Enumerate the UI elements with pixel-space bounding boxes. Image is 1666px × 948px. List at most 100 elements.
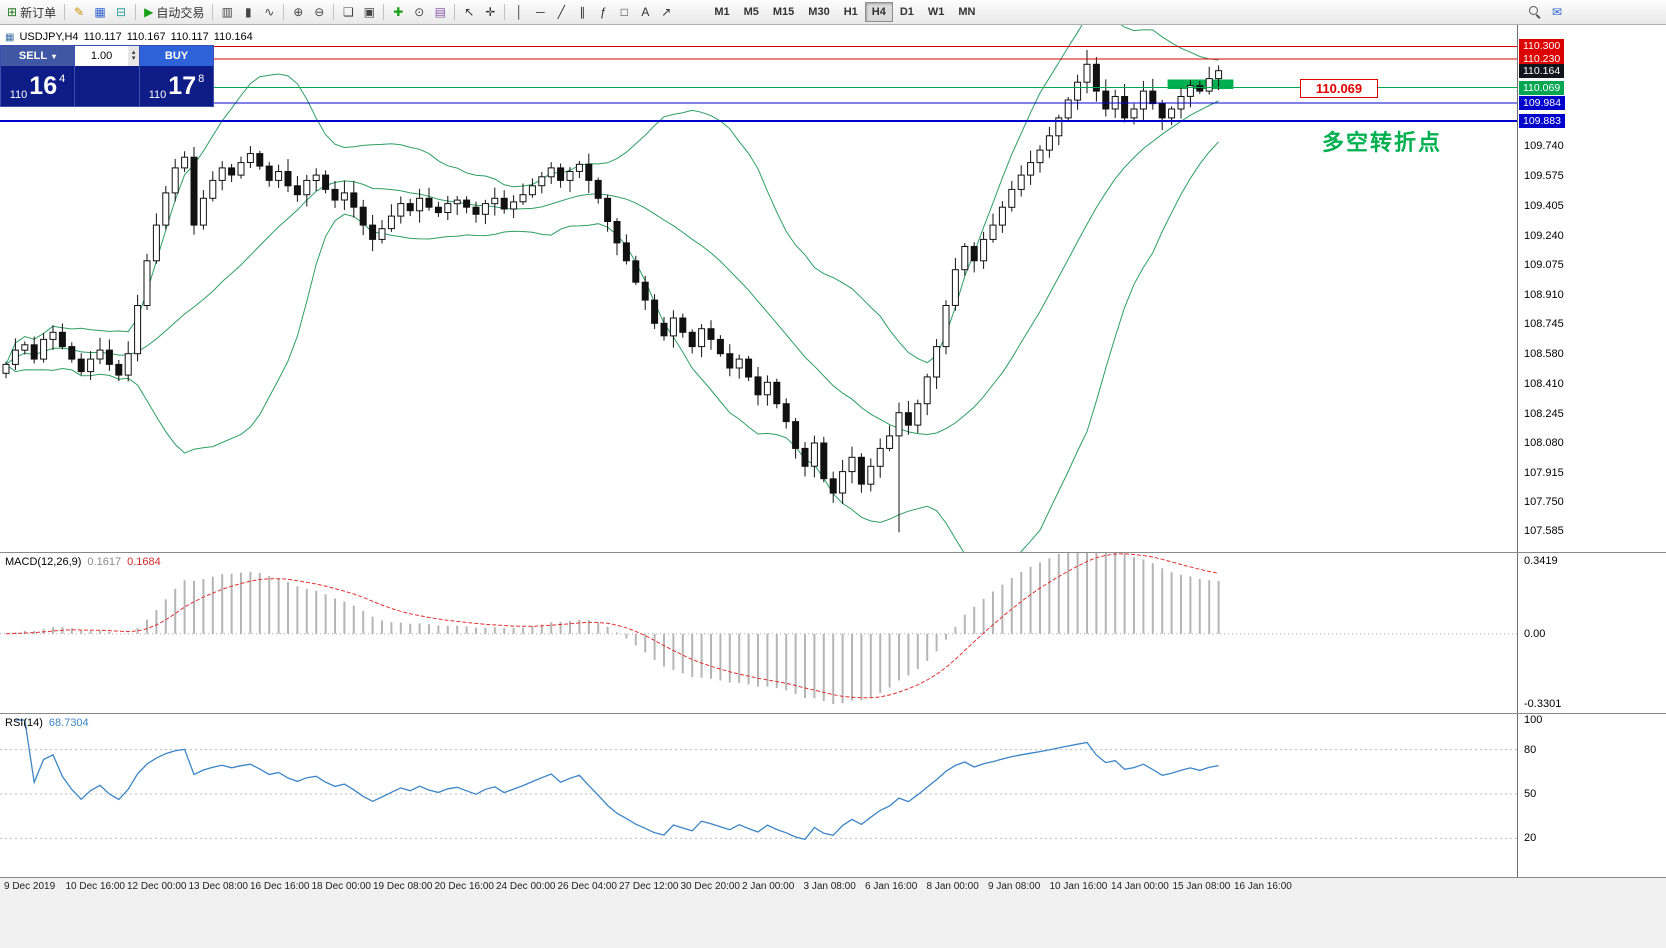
highlight-rectangle[interactable]: [1167, 79, 1234, 90]
main-toolbar: ⊞ 新订单 ✎ ▦ ⊟ ▶ 自动交易 ▥ ▮ ∿ ⊕ ⊖ ❏ ▣ ✚ ⊙ ▤ ↖ ✛ │ ─ ╱ ∥ ƒ □ A ↗ M1 M5 M15 M…: [0, 0, 1666, 25]
rsi-label: RSI(14) 68.7304: [5, 717, 89, 729]
candlestick-chart-icon: ▮: [245, 5, 252, 19]
price-tick-109.575: 109.575: [1524, 169, 1564, 182]
candlestick-chart-button[interactable]: ▮: [238, 2, 258, 22]
chat-icon: ✉: [1551, 5, 1563, 19]
periods-button[interactable]: ⊙: [409, 2, 429, 22]
bollinger-middle-band: [5, 100, 1219, 436]
add-indicator-icon: ✚: [393, 5, 404, 19]
buy-price-prefix: 110: [148, 89, 167, 101]
chat-button[interactable]: ✉: [1547, 2, 1567, 22]
equidistant-channel-button[interactable]: ∥: [572, 2, 592, 22]
trendline-icon: ╱: [557, 5, 565, 19]
timeframe-m30-button[interactable]: M30: [801, 2, 836, 22]
data-window-button[interactable]: ⊟: [111, 2, 131, 22]
sell-button[interactable]: SELL ▾: [1, 46, 74, 66]
timeframe-h1-button[interactable]: H1: [837, 2, 865, 22]
high-value: 110.167: [126, 31, 166, 43]
buy-price[interactable]: 110 17 8: [140, 66, 213, 106]
buy-price-big: 17: [168, 71, 197, 100]
macd-scale-0.00: 0.00: [1524, 627, 1546, 640]
timeframe-m1-button[interactable]: M1: [707, 2, 736, 22]
trade-widget-divider: [75, 66, 139, 106]
time-label-1: 10 Dec 16:00: [65, 881, 126, 892]
price-tick-107.915: 107.915: [1524, 466, 1564, 479]
timeframe-h4-button[interactable]: H4: [864, 2, 893, 22]
timeframe-d1-button[interactable]: D1: [893, 2, 921, 22]
zoom-out-icon: ⊖: [314, 5, 325, 19]
bar-chart-button[interactable]: ▥: [217, 2, 237, 22]
horizontal-line-button[interactable]: ─: [530, 2, 550, 22]
buy-label: BUY: [164, 50, 189, 62]
sell-price-pip: 4: [59, 73, 66, 85]
search-button[interactable]: [1525, 2, 1545, 22]
new-order-button[interactable]: ⊞ 新订单: [3, 2, 60, 22]
tile-windows-button[interactable]: ❏: [338, 2, 358, 22]
fibonacci-button[interactable]: ƒ: [593, 2, 613, 22]
zoom-in-button[interactable]: ⊕: [288, 2, 308, 22]
text-button[interactable]: A: [635, 2, 655, 22]
time-label-8: 24 Dec 00:00: [496, 881, 556, 892]
shapes-button[interactable]: □: [614, 2, 634, 22]
time-label-4: 16 Dec 16:00: [250, 881, 310, 892]
time-label-2: 12 Dec 00:00: [127, 881, 187, 892]
time-label-16: 9 Jan 08:00: [988, 881, 1041, 892]
toolbar-separator: [333, 4, 335, 20]
time-label-17: 10 Jan 16:00: [1049, 881, 1108, 892]
timeframe-m5-button[interactable]: M5: [737, 2, 766, 22]
autotrading-button[interactable]: ▶ 自动交易: [140, 2, 208, 22]
price-scale[interactable]: 109.740 109.575 109.405 109.240 109.075 108.9…: [1517, 25, 1666, 552]
templates-button[interactable]: ▤: [430, 2, 450, 22]
toolbar-separator: [283, 4, 285, 20]
macd-scale--0.3301: -0.3301: [1524, 698, 1562, 710]
add-indicator-button[interactable]: ✚: [388, 2, 408, 22]
lot-spinner-up-icon[interactable]: ▴: [131, 49, 136, 56]
tile-windows-icon: ❏: [342, 5, 354, 19]
vertical-line-button[interactable]: │: [509, 2, 529, 22]
sell-price-big: 16: [29, 71, 58, 100]
buy-button[interactable]: BUY: [140, 46, 213, 66]
rsi-scale[interactable]: 100 80 50 20: [1517, 714, 1666, 877]
lot-spinner[interactable]: ▴ ▾: [128, 46, 139, 66]
price-tick-109.075: 109.075: [1524, 259, 1564, 272]
cursor-button[interactable]: ↖: [459, 2, 479, 22]
vertical-line-icon: │: [515, 5, 524, 19]
crosshair-button[interactable]: ✛: [480, 2, 500, 22]
toolbar-separator: [212, 4, 214, 20]
time-label-9: 26 Dec 04:00: [557, 881, 618, 892]
lot-spinner-down-icon[interactable]: ▾: [131, 55, 136, 62]
buy-price-pip: 8: [198, 73, 205, 85]
line-chart-button[interactable]: ∿: [259, 2, 279, 22]
time-label-6: 19 Dec 08:00: [373, 881, 433, 892]
arrow-tools-icon: ↗: [661, 5, 672, 19]
turning-point-annotation[interactable]: 多空转折点: [1322, 130, 1443, 155]
current-price-badge: 110.164: [1519, 63, 1565, 78]
lot-size-input[interactable]: [75, 46, 129, 66]
zoom-out-button[interactable]: ⊖: [309, 2, 329, 22]
price-tick-108.080: 108.080: [1524, 437, 1564, 450]
arrow-tools-button[interactable]: ↗: [656, 2, 676, 22]
time-label-5: 18 Dec 00:00: [311, 881, 372, 892]
price-tag-annotation[interactable]: 110.069: [1300, 79, 1378, 98]
time-label-3: 13 Dec 08:00: [188, 881, 249, 892]
sell-price[interactable]: 110 16 4: [1, 66, 74, 106]
market-watch-button[interactable]: ▦: [90, 2, 110, 22]
close-value: 110.164: [213, 31, 253, 43]
trendline-button[interactable]: ╱: [551, 2, 571, 22]
timeframe-w1-button[interactable]: W1: [921, 2, 952, 22]
time-label-10: 27 Dec 12:00: [619, 881, 679, 892]
time-axis[interactable]: 9 Dec 2019 10 Dec 16:00 12 Dec 00:00 13 Dec…: [0, 877, 1666, 896]
toolbar-right-icons: ✉: [1525, 2, 1567, 22]
time-label-12: 2 Jan 00:00: [742, 881, 795, 892]
window-bottom-area: [0, 896, 1666, 948]
templates-icon: ▤: [434, 5, 446, 19]
cascade-windows-button[interactable]: ▣: [359, 2, 379, 22]
bollinger-lower-band: [5, 141, 1219, 552]
sell-price-prefix: 110: [9, 89, 28, 101]
timeframe-m15-button[interactable]: M15: [766, 2, 801, 22]
timeframe-mn-button[interactable]: MN: [951, 2, 982, 22]
sell-label: SELL: [18, 50, 48, 62]
autotrading-label: 自动交易: [156, 5, 205, 20]
macd-scale[interactable]: 0.3419 0.00 -0.3301: [1517, 553, 1666, 713]
metaeditor-button[interactable]: ✎: [69, 2, 89, 22]
